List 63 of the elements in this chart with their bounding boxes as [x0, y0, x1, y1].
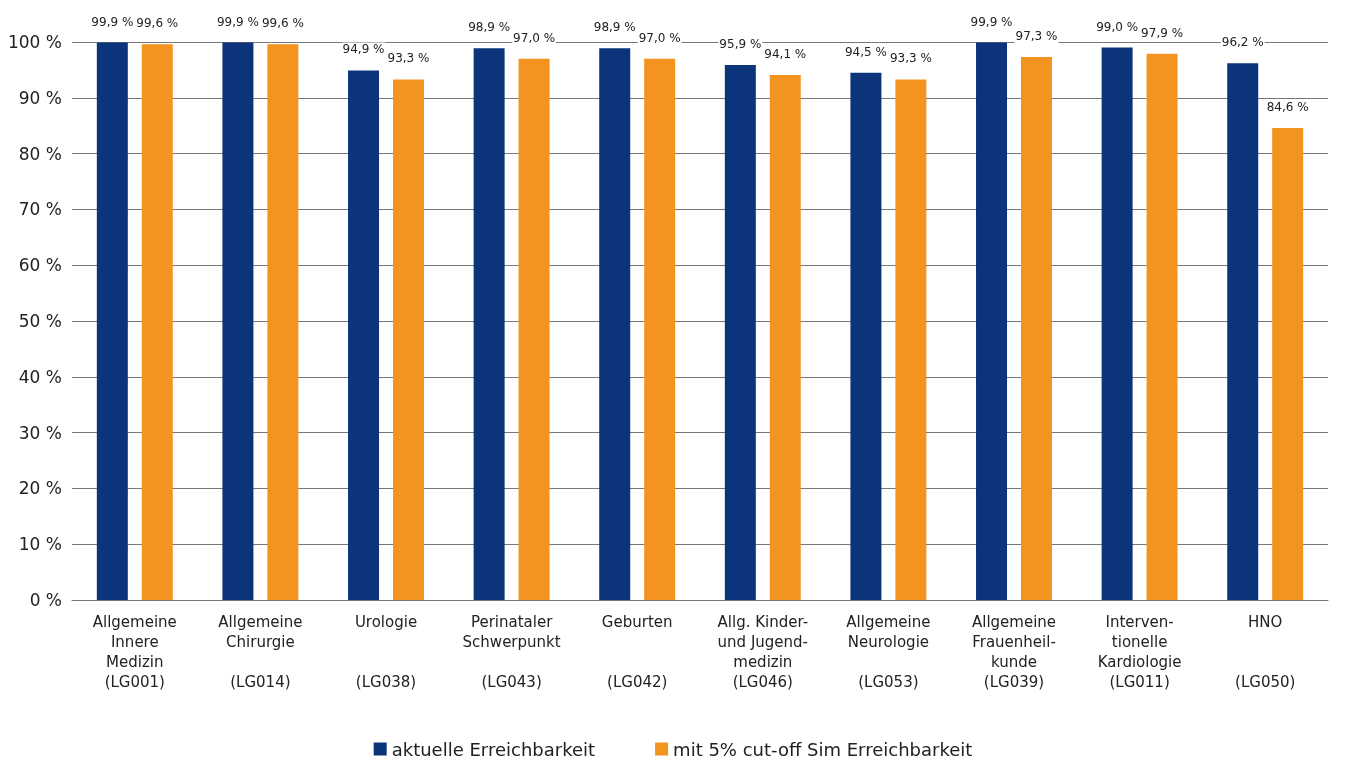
bar — [1146, 53, 1178, 600]
data-label: 99,9 % — [216, 14, 259, 29]
bar — [473, 48, 505, 600]
bar — [518, 58, 550, 600]
data-label: 97,0 % — [513, 30, 556, 45]
y-tick-label: 30 % — [18, 422, 62, 443]
y-tick-label: 90 % — [18, 87, 62, 108]
data-label: 99,6 % — [261, 16, 304, 31]
bar — [1272, 127, 1304, 600]
data-label: 93,3 % — [387, 51, 430, 66]
legend-label: aktuelle Erreichbarkeit — [391, 738, 596, 760]
category-label: Geburten (LG042) — [601, 613, 673, 691]
category-label: HNO (LG050) — [1235, 613, 1296, 691]
bar — [348, 70, 380, 600]
bar — [96, 42, 128, 600]
y-tick-label: 0 % — [29, 590, 62, 610]
legend-label: mit 5% cut-off Sim Erreichbarkeit — [673, 738, 973, 760]
y-tick-label: 80 % — [18, 143, 62, 164]
data-label: 97,9 % — [1141, 25, 1184, 40]
category-label: Perinataler Schwerpunkt (LG043) — [462, 613, 561, 691]
y-tick-label: 60 % — [18, 255, 62, 276]
data-label: 98,9 % — [468, 20, 511, 35]
data-label: 84,6 % — [1266, 99, 1309, 114]
y-tick-label: 50 % — [18, 311, 62, 331]
bar — [141, 44, 173, 600]
data-label: 99,6 % — [136, 16, 179, 31]
data-label: 94,5 % — [844, 44, 887, 59]
bar — [724, 64, 756, 600]
data-label: 99,9 % — [970, 14, 1013, 29]
bar — [599, 48, 631, 600]
data-label: 96,2 % — [1221, 35, 1264, 50]
bar — [1101, 47, 1133, 600]
y-tick-label: 10 % — [18, 534, 62, 555]
y-tick-label: 70 % — [18, 199, 62, 220]
data-label: 99,9 % — [91, 14, 134, 29]
x-tick-label: Allgemeine Frauenheil- kunde (LG039) — [971, 613, 1057, 691]
bar — [1227, 63, 1259, 600]
y-tick-label: 100 % — [7, 32, 62, 52]
data-label: 97,0 % — [638, 30, 681, 45]
x-tick-label: Allg. Kinder- und Jugend- medizin (LG046) — [717, 613, 809, 691]
bar — [850, 72, 882, 600]
category-label: Allgemeine Neurologie (LG053) — [846, 613, 931, 691]
data-label: 94,9 % — [342, 42, 385, 57]
x-tick-label: Allgemeine Innere Medizin (LG001) — [92, 613, 177, 691]
data-label: 97,3 % — [1015, 29, 1058, 44]
y-tick-label: 40 % — [18, 366, 62, 387]
bar — [392, 79, 424, 600]
y-tick-label: 20 % — [18, 478, 62, 499]
bar — [976, 42, 1008, 600]
bar — [769, 74, 801, 600]
category-label: Allgemeine Chirurgie (LG014) — [218, 613, 303, 691]
category-label: Urologie (LG038) — [354, 613, 418, 691]
data-label: 95,9 % — [719, 36, 762, 51]
data-label: 93,3 % — [889, 51, 932, 66]
bar — [222, 42, 254, 600]
bar — [895, 79, 927, 600]
x-tick-label: Interven- tionelle Kardiologie (LG011) — [1097, 613, 1182, 691]
bar — [644, 58, 676, 600]
data-label: 99,0 % — [1096, 19, 1139, 34]
data-label: 94,1 % — [764, 46, 807, 61]
bar — [267, 44, 299, 600]
data-label: 98,9 % — [593, 20, 636, 35]
bar — [1020, 57, 1052, 600]
